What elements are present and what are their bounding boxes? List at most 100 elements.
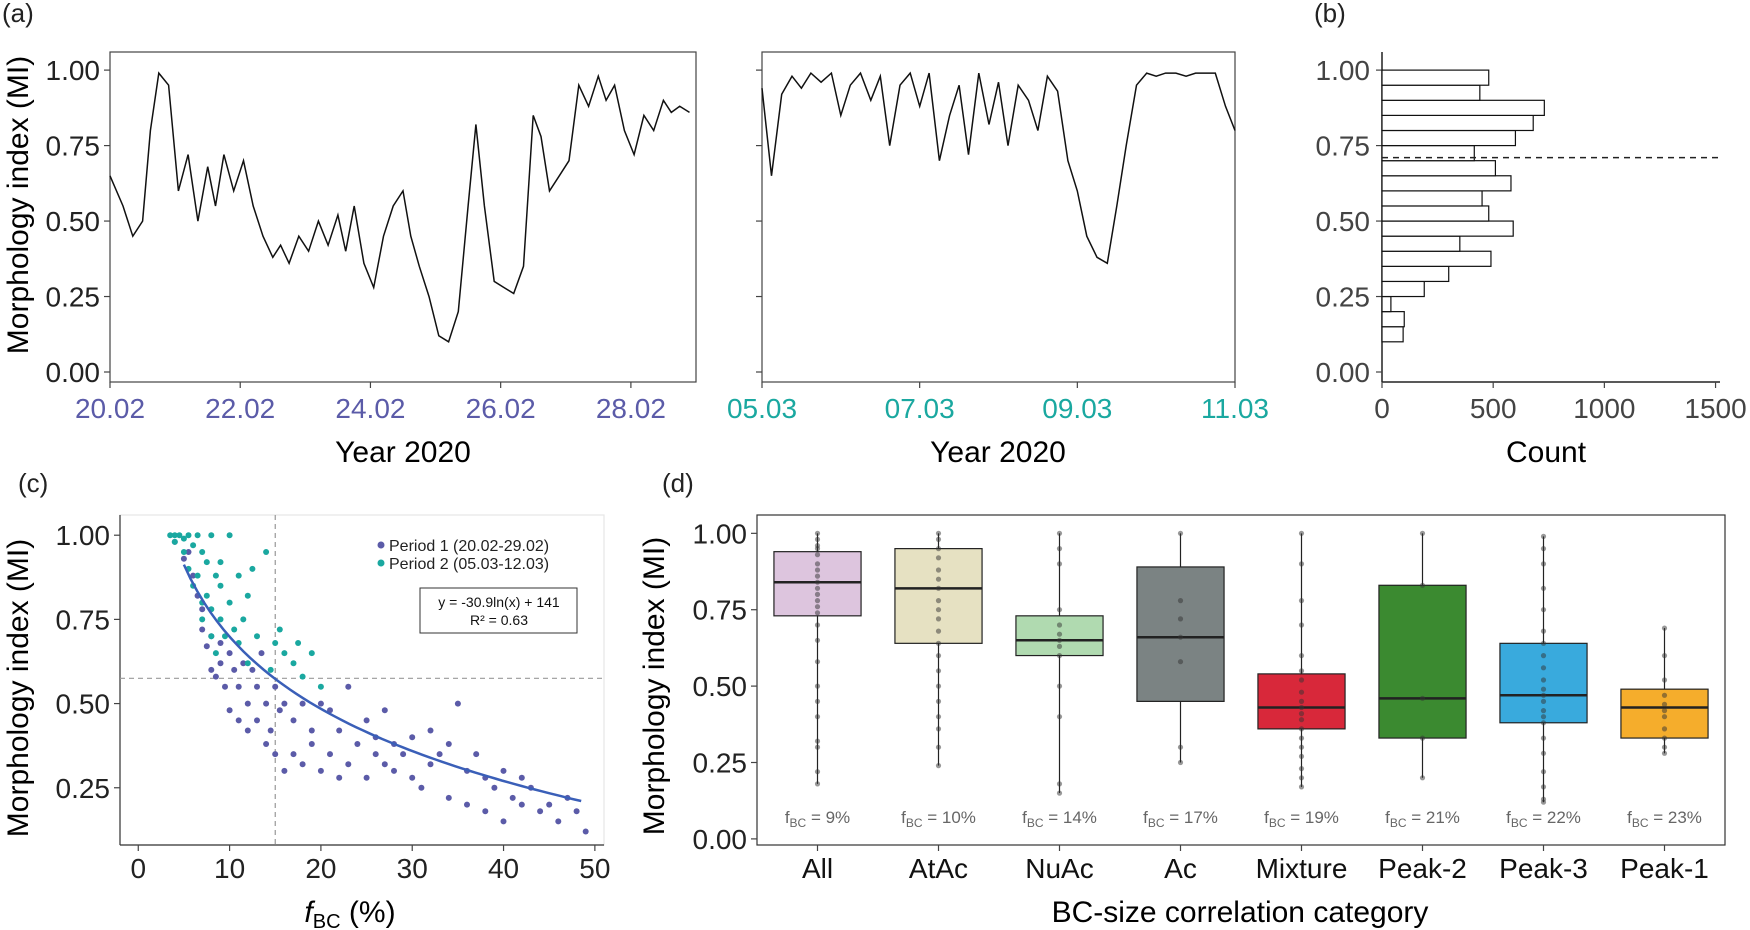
box-data-point	[1661, 726, 1668, 732]
fbc-f: f	[785, 808, 790, 827]
panel-c-xticks: 0 10 20 30 40 50	[130, 845, 610, 884]
fbc-sub: BC	[1511, 816, 1528, 830]
box-data-point	[1298, 744, 1305, 750]
c-xtick-label: 30	[397, 853, 428, 884]
box-data-point	[935, 640, 942, 646]
box-data-point	[935, 546, 942, 552]
a-xtick-label: 28.02	[596, 393, 666, 424]
panel-c-label: (c)	[18, 468, 48, 498]
c-ytick-label: 0.25	[56, 773, 111, 804]
fbc-label: fBC = 14%	[1022, 808, 1097, 830]
box-data-point	[1540, 607, 1547, 613]
a-xtick-label: 22.02	[205, 393, 275, 424]
panel-c-xlabel-f: f	[304, 896, 315, 929]
period2-point	[171, 532, 178, 539]
period1-point	[226, 707, 233, 714]
box-data-point	[1540, 546, 1547, 552]
a-ytick-label: 0.75	[46, 131, 101, 162]
box-ac	[1136, 566, 1225, 702]
a-ytick-label: 0.25	[46, 282, 101, 313]
panel-a-right-yticks	[756, 69, 762, 373]
period2-point	[185, 532, 192, 539]
box-data-point	[1298, 530, 1305, 536]
category-label: Peak-3	[1499, 853, 1588, 884]
period1-point	[436, 751, 443, 758]
box-data-point	[1056, 637, 1063, 643]
box-data-point	[935, 698, 942, 705]
period1-point	[203, 643, 210, 650]
box-data-point	[1661, 708, 1668, 714]
box-data-point	[1298, 677, 1305, 683]
panel-a-right-xlabel: Year 2020	[930, 436, 1066, 469]
box-data-point	[814, 744, 821, 750]
period1-point	[555, 818, 562, 825]
box-data-point	[1177, 530, 1184, 536]
box-data-point	[1540, 640, 1547, 646]
box-data-point	[935, 683, 942, 689]
box-data-point	[1298, 711, 1305, 717]
b-ytick-label: 0.50	[1316, 206, 1371, 237]
box-data-point	[814, 698, 821, 705]
box-data-point	[1540, 585, 1547, 591]
period1-point	[244, 727, 251, 734]
period2-point	[276, 626, 283, 633]
period2-point	[249, 565, 256, 572]
box-data-point	[814, 610, 821, 616]
period1-point	[276, 707, 283, 714]
a-right-xtick-label: 11.03	[1201, 393, 1269, 424]
period1-point	[199, 606, 206, 613]
b-ytick-label: 0.75	[1316, 131, 1371, 162]
a-ytick-label: 1.00	[46, 55, 101, 86]
period2-point	[226, 599, 233, 606]
box-data-point	[1177, 659, 1184, 665]
a-ytick-label: 0.00	[46, 357, 101, 388]
a-xtick-label: 20.02	[75, 393, 145, 424]
box-data-point	[1056, 683, 1063, 689]
panel-d-fbc-labels: fBC = 9% fBC = 10% fBC = 14% fBC = 17% fBC =…	[785, 808, 1702, 830]
period1-point	[345, 761, 352, 768]
period1-point	[299, 761, 306, 768]
fbc-sub: BC	[906, 816, 923, 830]
fbc-label: fBC = 21%	[1385, 808, 1460, 830]
panel-d-label: (d)	[662, 468, 694, 498]
period1-point	[354, 741, 361, 747]
box-data-point	[1177, 759, 1184, 766]
d-ytick-label: 0.00	[693, 824, 748, 855]
box-data-point	[1056, 607, 1063, 613]
box-data-point	[1298, 784, 1305, 790]
period2-point	[190, 542, 197, 549]
box-data-point	[1298, 698, 1305, 705]
box-data-point	[935, 607, 942, 613]
period1-point	[573, 808, 580, 815]
fbc-sub: BC	[1269, 816, 1286, 830]
period1-point	[240, 660, 247, 667]
box-data-point	[1540, 692, 1547, 698]
box-data-point	[814, 530, 821, 536]
box-data-point	[1540, 686, 1547, 692]
period1-point	[244, 700, 251, 707]
fbc-value: = 23%	[1649, 808, 1702, 827]
period1-point	[409, 774, 416, 781]
panel-c-yticks: 0.25 0.50 0.75 1.00	[56, 520, 120, 804]
period1-point	[317, 767, 324, 774]
panel-a-timeseries: Morphology index (MI) 0.00 0.25 0.50 0.75 1.…	[2, 51, 1269, 469]
period1-point	[336, 727, 343, 734]
period1-point	[409, 734, 416, 741]
fbc-f: f	[1143, 808, 1148, 827]
period2-point	[244, 592, 251, 599]
period1-point	[308, 727, 315, 734]
period2-point	[217, 582, 224, 589]
panel-a-left-xlabel: Year 2020	[335, 436, 471, 469]
b-xtick-label: 0	[1374, 393, 1390, 424]
histogram-bar	[1381, 84, 1481, 101]
box-data-point	[814, 591, 821, 598]
period1-point	[290, 751, 297, 758]
period1-point	[217, 640, 224, 646]
box-data-point	[1298, 735, 1305, 741]
b-ytick-label: 1.00	[1316, 55, 1371, 86]
period2-point	[203, 559, 210, 566]
period2-point	[263, 549, 270, 555]
histogram-bar	[1381, 129, 1517, 147]
box-data-point	[1298, 775, 1305, 781]
fbc-f: f	[901, 808, 906, 827]
